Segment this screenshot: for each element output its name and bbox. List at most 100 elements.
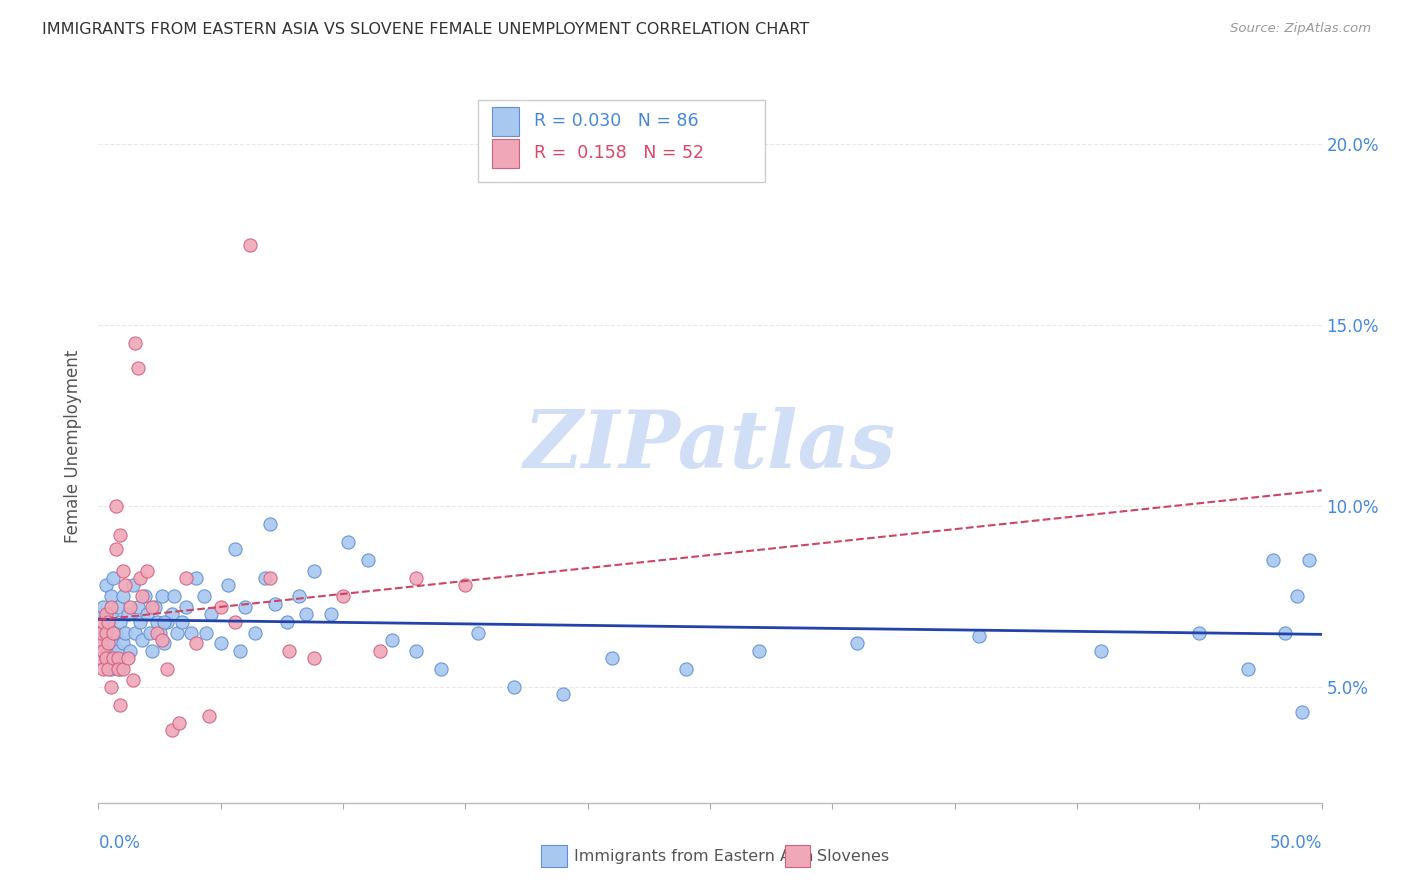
Point	[209, 636, 232, 650]
Point	[91, 662, 114, 676]
Point	[167, 716, 190, 731]
Point	[239, 238, 262, 252]
Point	[197, 709, 219, 723]
Point	[967, 629, 990, 643]
Point	[107, 643, 129, 657]
Point	[176, 571, 198, 585]
Point	[156, 615, 179, 629]
Point	[176, 600, 198, 615]
Point	[90, 651, 112, 665]
Point	[170, 615, 193, 629]
Point	[90, 607, 112, 622]
Point	[276, 615, 298, 629]
Point	[356, 553, 378, 567]
Point	[224, 542, 246, 557]
Point	[129, 571, 152, 585]
Point	[1298, 553, 1320, 567]
Point	[229, 643, 252, 657]
Point	[134, 590, 156, 604]
Point	[156, 662, 179, 676]
Point	[114, 578, 136, 592]
Point	[141, 600, 163, 615]
Point	[253, 571, 276, 585]
Text: ZIPatlas: ZIPatlas	[524, 408, 896, 484]
Point	[1274, 625, 1296, 640]
Point	[91, 643, 114, 657]
Point	[160, 607, 183, 622]
Point	[233, 600, 256, 615]
Point	[195, 625, 218, 640]
Point	[141, 643, 163, 657]
Point	[100, 600, 122, 615]
Point	[160, 723, 183, 738]
Point	[120, 600, 142, 615]
Point	[104, 499, 127, 513]
Point	[1286, 590, 1309, 604]
Point	[748, 643, 770, 657]
Point	[845, 636, 868, 650]
Point	[146, 615, 169, 629]
Point	[153, 636, 176, 650]
Point	[675, 662, 697, 676]
Point	[110, 698, 132, 712]
Point	[110, 527, 132, 541]
Point	[117, 651, 139, 665]
Point	[467, 625, 489, 640]
Point	[1291, 705, 1313, 719]
Point	[90, 625, 112, 640]
Point	[503, 680, 526, 694]
Point	[97, 615, 120, 629]
Point	[111, 662, 134, 676]
Point	[136, 607, 159, 622]
Point	[1090, 643, 1112, 657]
Point	[302, 564, 325, 578]
Point	[124, 335, 146, 350]
Text: Source: ZipAtlas.com: Source: ZipAtlas.com	[1230, 22, 1371, 36]
Point	[127, 600, 149, 615]
Point	[150, 590, 173, 604]
Point	[381, 632, 404, 647]
Point	[94, 625, 117, 640]
Point	[129, 615, 152, 629]
Point	[1261, 553, 1284, 567]
Point	[110, 662, 132, 676]
Point	[104, 651, 127, 665]
Point	[121, 673, 143, 687]
Point	[104, 542, 127, 557]
Point	[430, 662, 453, 676]
Point	[553, 687, 575, 701]
Point	[302, 651, 325, 665]
Point	[336, 535, 359, 549]
Point	[107, 600, 129, 615]
Point	[117, 607, 139, 622]
Point	[120, 643, 142, 657]
Text: 50.0%: 50.0%	[1270, 834, 1322, 852]
Point	[121, 578, 143, 592]
Point	[97, 636, 120, 650]
Point	[332, 590, 354, 604]
Point	[180, 625, 202, 640]
Point	[97, 662, 120, 676]
Point	[114, 625, 136, 640]
Point	[405, 571, 427, 585]
Point	[186, 571, 208, 585]
Point	[139, 625, 162, 640]
Point	[94, 651, 117, 665]
Text: Slovenes: Slovenes	[817, 849, 889, 863]
Point	[94, 578, 117, 592]
Point	[193, 590, 215, 604]
Point	[166, 625, 188, 640]
FancyBboxPatch shape	[478, 100, 765, 182]
Point	[101, 625, 124, 640]
Point	[94, 651, 117, 665]
Point	[104, 625, 127, 640]
Point	[146, 625, 169, 640]
Point	[90, 636, 112, 650]
Y-axis label: Female Unemployment: Female Unemployment	[65, 350, 83, 542]
Point	[94, 607, 117, 622]
Point	[101, 636, 124, 650]
Bar	[492, 107, 519, 136]
Point	[278, 643, 301, 657]
Point	[91, 615, 114, 629]
Point	[259, 571, 281, 585]
